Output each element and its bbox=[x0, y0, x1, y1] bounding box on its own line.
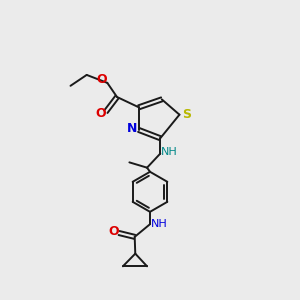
Text: O: O bbox=[95, 107, 106, 120]
Text: NH: NH bbox=[161, 147, 178, 157]
Text: N: N bbox=[127, 122, 137, 135]
Text: O: O bbox=[97, 74, 107, 86]
Text: S: S bbox=[182, 108, 191, 121]
Text: NH: NH bbox=[151, 219, 167, 229]
Text: O: O bbox=[109, 225, 119, 238]
